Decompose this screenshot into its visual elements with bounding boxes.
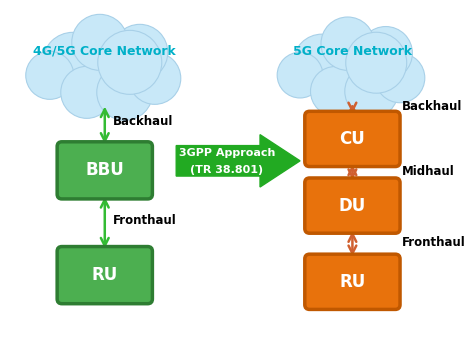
- Text: Fronthaul: Fronthaul: [112, 214, 176, 227]
- Text: DU: DU: [339, 197, 366, 215]
- Circle shape: [129, 52, 181, 104]
- FancyBboxPatch shape: [305, 254, 400, 310]
- Circle shape: [316, 34, 389, 106]
- Text: Fronthaul: Fronthaul: [402, 236, 465, 249]
- Circle shape: [98, 30, 162, 94]
- Circle shape: [67, 32, 143, 108]
- Text: 4G/5G Core Network: 4G/5G Core Network: [33, 45, 176, 58]
- Circle shape: [112, 24, 168, 80]
- Circle shape: [72, 14, 128, 70]
- Text: CU: CU: [339, 130, 365, 148]
- Text: RU: RU: [91, 266, 118, 284]
- Circle shape: [321, 17, 374, 70]
- Text: 3GPP Approach: 3GPP Approach: [179, 148, 275, 158]
- FancyBboxPatch shape: [305, 178, 400, 233]
- Text: 5G Core Network: 5G Core Network: [293, 45, 412, 58]
- Circle shape: [346, 32, 407, 93]
- Text: Backhaul: Backhaul: [112, 115, 173, 128]
- FancyArrow shape: [176, 135, 300, 187]
- Circle shape: [97, 64, 153, 120]
- Circle shape: [359, 27, 412, 80]
- Circle shape: [26, 51, 74, 99]
- FancyBboxPatch shape: [57, 142, 153, 199]
- Text: Midhaul: Midhaul: [402, 165, 455, 178]
- Text: RU: RU: [339, 273, 365, 291]
- Circle shape: [43, 32, 103, 92]
- Text: Backhaul: Backhaul: [402, 100, 462, 113]
- Circle shape: [61, 66, 113, 118]
- Circle shape: [310, 66, 360, 116]
- Text: BBU: BBU: [85, 162, 124, 179]
- Circle shape: [293, 34, 350, 91]
- Circle shape: [375, 53, 425, 103]
- FancyBboxPatch shape: [305, 111, 400, 166]
- Text: (TR 38.801): (TR 38.801): [190, 165, 263, 175]
- FancyBboxPatch shape: [57, 247, 153, 304]
- Circle shape: [277, 52, 323, 98]
- Circle shape: [345, 65, 398, 118]
